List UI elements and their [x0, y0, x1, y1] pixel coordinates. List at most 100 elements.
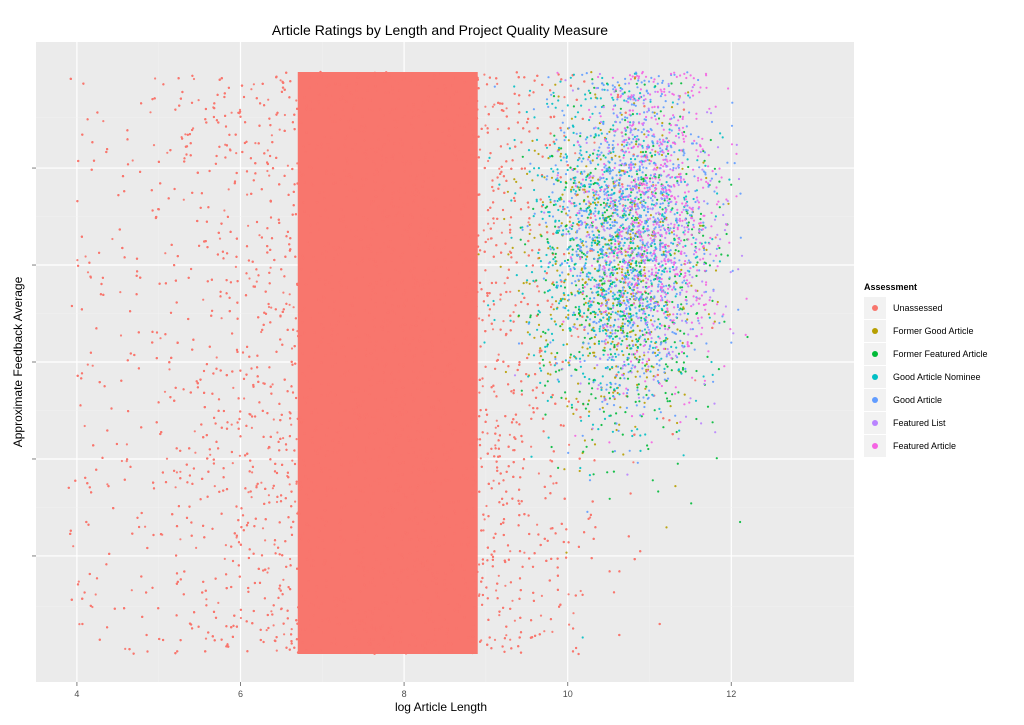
data-point [364, 227, 367, 230]
data-point [579, 589, 582, 593]
data-point [317, 586, 320, 589]
data-point [192, 127, 195, 130]
data-point [538, 351, 541, 354]
data-point [552, 482, 555, 485]
data-point [389, 419, 392, 422]
data-point [402, 277, 406, 280]
data-point [91, 364, 94, 367]
data-point [509, 290, 512, 293]
data-point [477, 594, 481, 598]
data-point [279, 79, 282, 82]
data-point [568, 623, 571, 626]
data-point [400, 454, 403, 457]
data-point [247, 224, 250, 227]
data-point [267, 305, 271, 309]
data-point [294, 500, 297, 503]
data-point [373, 263, 376, 267]
data-point [72, 545, 75, 548]
data-point [373, 163, 376, 166]
data-point [159, 337, 162, 340]
data-point [243, 397, 246, 400]
data-point [448, 184, 451, 187]
data-point [508, 223, 511, 226]
data-point [473, 581, 476, 584]
data-point [327, 454, 330, 457]
data-point [144, 525, 147, 528]
data-point [124, 647, 127, 651]
data-point [372, 132, 375, 135]
data-point [459, 540, 462, 543]
data-point [412, 111, 415, 114]
data-point [267, 494, 270, 497]
data-point [309, 624, 312, 627]
data-point [415, 320, 418, 323]
data-point [231, 462, 234, 465]
data-point [388, 629, 391, 632]
data-point [398, 151, 401, 154]
data-point [529, 228, 532, 232]
data-point [479, 457, 482, 460]
data-point [267, 98, 270, 101]
data-point [344, 370, 347, 373]
data-point [411, 72, 414, 75]
data-point [434, 633, 437, 636]
data-point [282, 578, 285, 581]
data-point [455, 326, 458, 329]
data-point [413, 360, 416, 363]
data-point [308, 605, 311, 608]
data-point [495, 589, 498, 592]
data-point [86, 271, 90, 274]
data-point [377, 208, 380, 211]
data-point [401, 621, 405, 624]
data-point [383, 347, 386, 350]
data-point [397, 389, 400, 392]
data-point [348, 596, 351, 600]
data-point [405, 186, 408, 190]
data-point [352, 421, 355, 424]
data-point [357, 609, 360, 612]
data-point [315, 82, 318, 85]
data-point [408, 121, 411, 125]
data-point [407, 226, 410, 229]
data-point [288, 483, 291, 486]
data-point [271, 383, 274, 386]
data-point [484, 124, 487, 127]
data-point [319, 438, 323, 441]
data-point [290, 423, 293, 426]
data-point [445, 111, 448, 114]
data-point [348, 82, 351, 85]
data-point [434, 639, 438, 642]
data-point [270, 306, 273, 309]
data-point [218, 237, 222, 240]
data-point [339, 542, 342, 545]
data-point [632, 461, 635, 464]
data-point [290, 347, 294, 350]
data-point [458, 477, 461, 480]
data-point [461, 133, 464, 136]
data-point [332, 246, 335, 249]
data-point [310, 554, 313, 557]
data-point [563, 96, 566, 99]
data-point [572, 612, 575, 615]
data-point [276, 431, 279, 434]
data-point [551, 630, 554, 634]
data-point [340, 261, 343, 264]
data-point [204, 637, 208, 640]
data-point [478, 148, 482, 151]
data-point [320, 146, 323, 149]
data-point [424, 295, 427, 298]
data-point [365, 173, 368, 176]
data-point [394, 531, 397, 534]
data-point [314, 352, 317, 355]
data-point [223, 209, 226, 212]
data-point [333, 595, 336, 598]
data-point [419, 582, 422, 585]
data-point [424, 621, 427, 625]
data-point [418, 141, 421, 144]
data-point [374, 415, 377, 419]
data-point [581, 188, 585, 191]
data-point [420, 328, 423, 331]
data-point [499, 298, 502, 301]
data-point [363, 97, 366, 100]
